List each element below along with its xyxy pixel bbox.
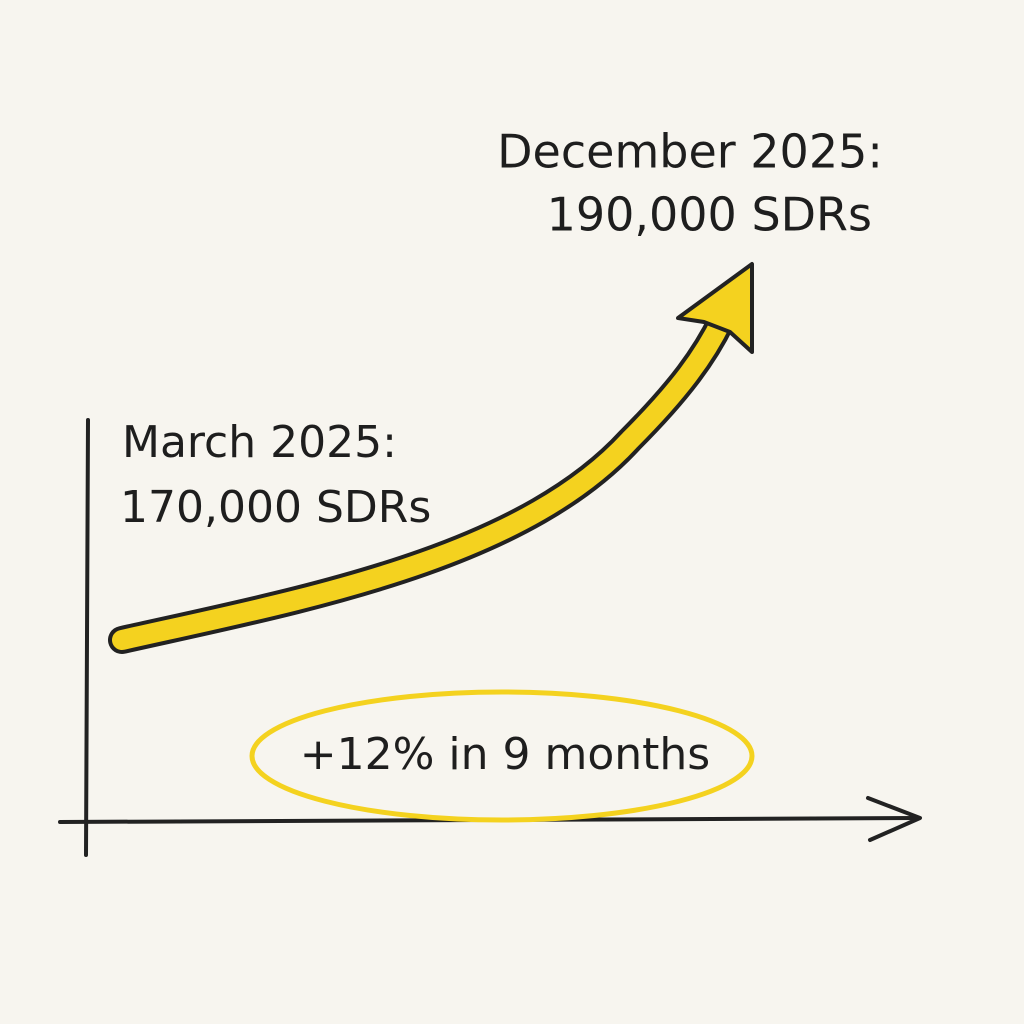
growth-arrow (112, 310, 732, 650)
highlight-ellipse (249, 689, 755, 823)
y-axis (84, 418, 90, 857)
growth-arrowhead (676, 262, 754, 354)
end-date: December 2025: (497, 125, 883, 179)
end-value: 190,000 SDRs (547, 188, 872, 242)
start-date: March 2025: (122, 417, 397, 468)
change-label: +12% in 9 months (300, 729, 710, 780)
x-axis-arrowhead (866, 796, 922, 842)
start-value: 170,000 SDRs (120, 482, 431, 533)
